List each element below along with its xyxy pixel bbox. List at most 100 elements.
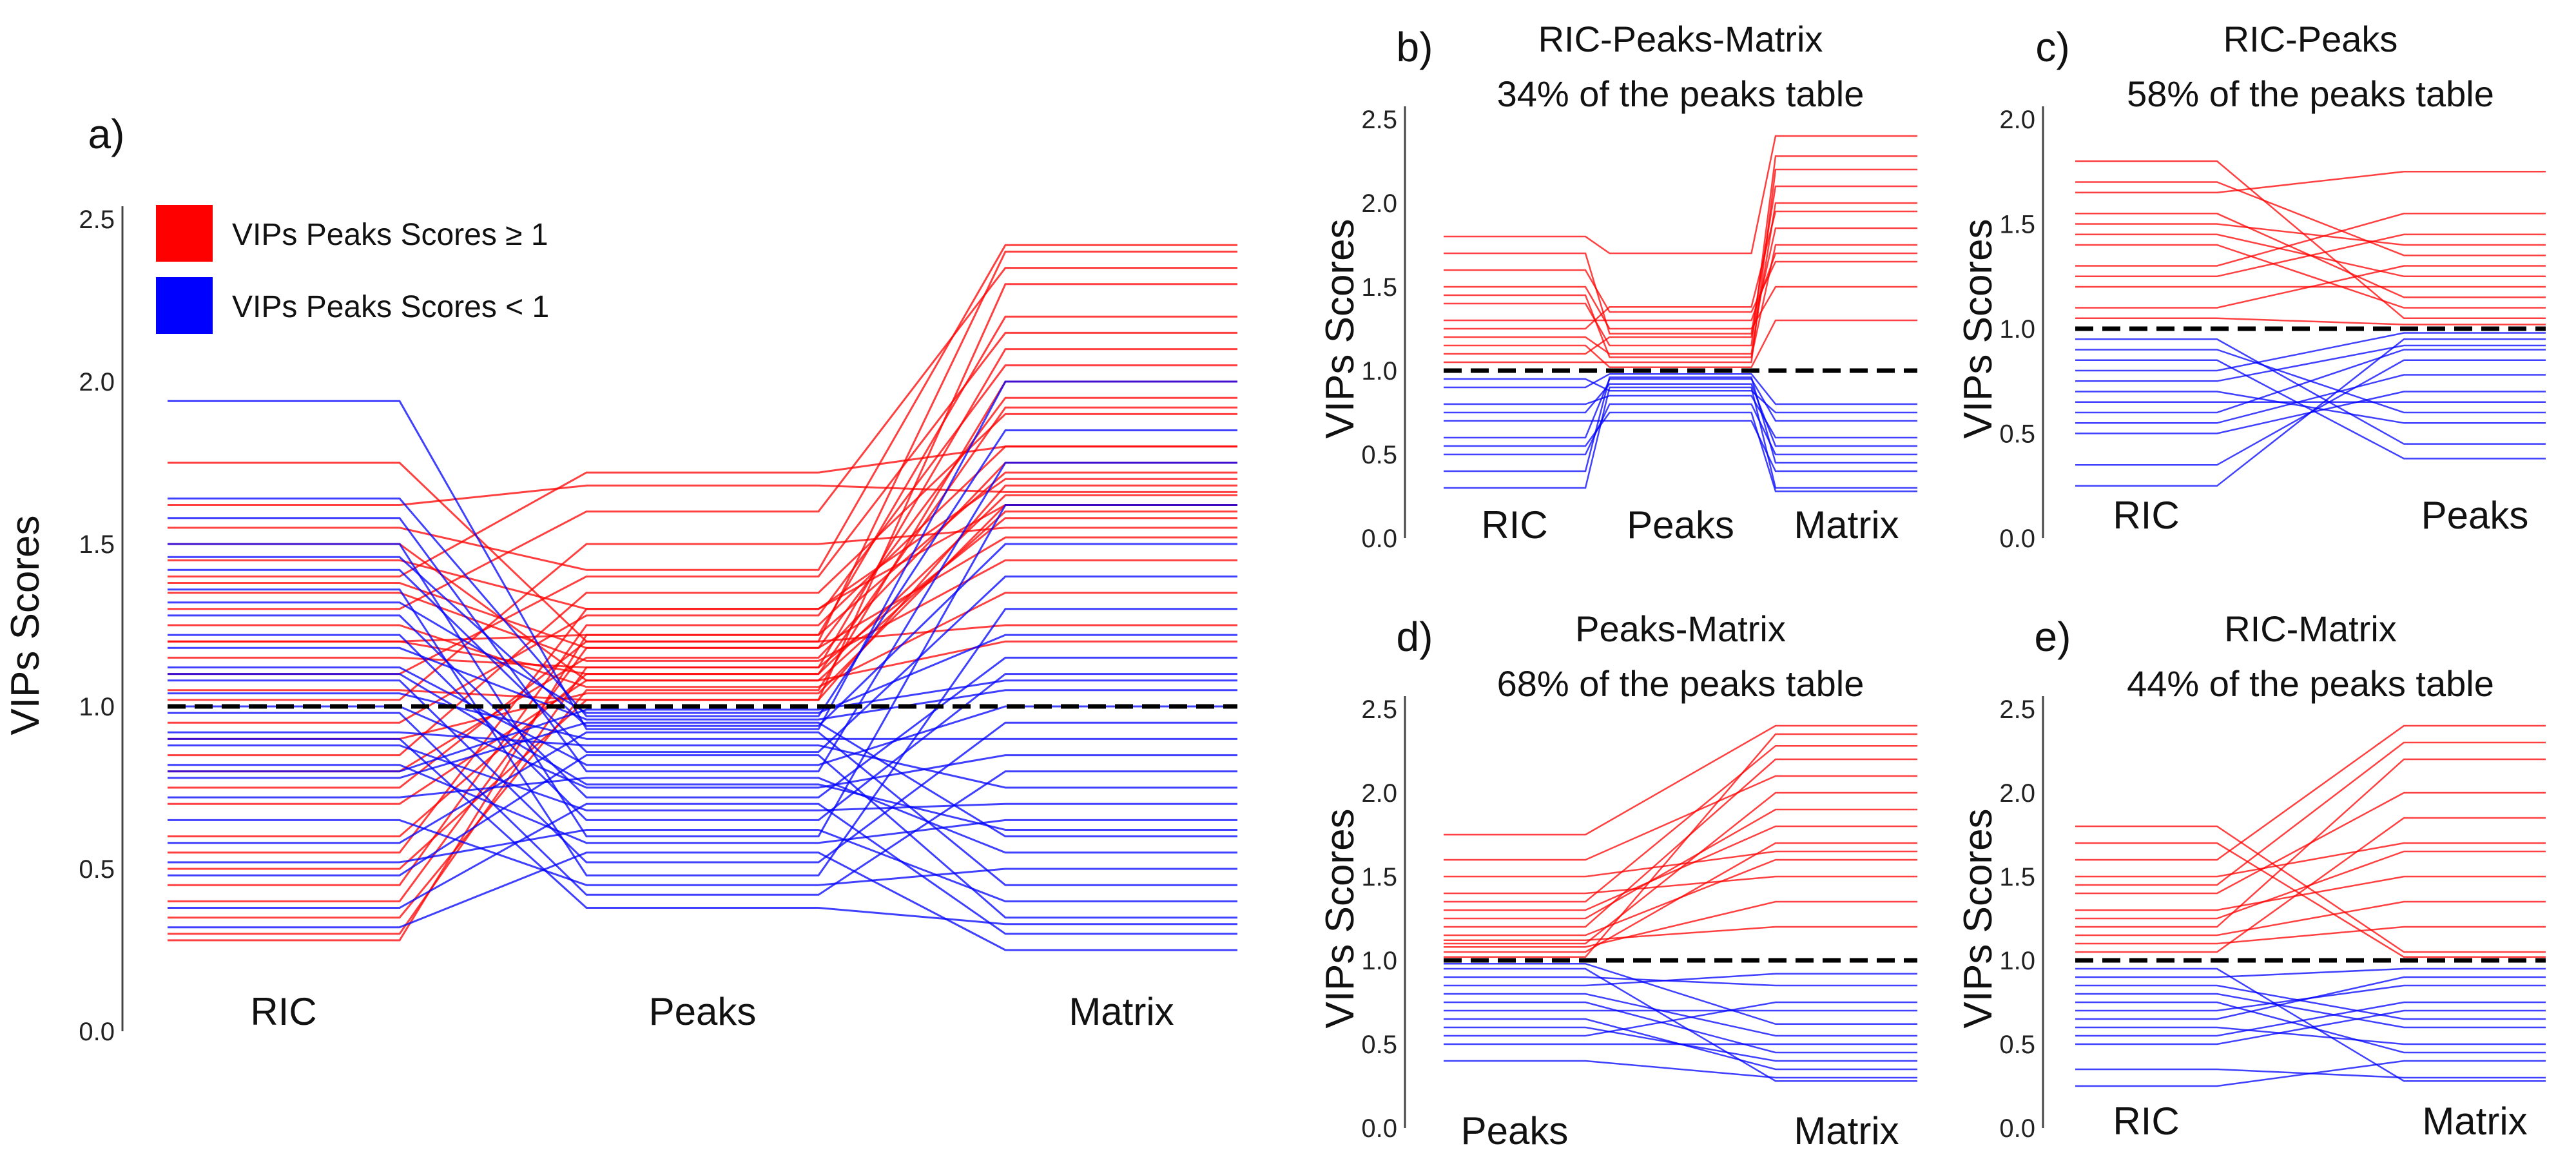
series-line bbox=[168, 406, 1237, 675]
series-line bbox=[1444, 962, 1917, 1025]
y-tick-label: 0.5 bbox=[1361, 1031, 1397, 1059]
series-line bbox=[2075, 244, 2546, 309]
y-axis-title: VIPs Scores bbox=[1318, 808, 1362, 1028]
panel-letter: d) bbox=[1397, 614, 1433, 660]
series-line bbox=[1444, 1001, 1917, 1054]
series-line bbox=[1444, 244, 1917, 358]
panel-a: 0.0 0.5 1.0 1.5 2.0 2.5 VIPs Scores a) RIC Peaks M… bbox=[3, 111, 1237, 1046]
y-tick-label: 1.5 bbox=[1361, 863, 1397, 891]
series-line bbox=[168, 731, 1237, 886]
series-line bbox=[1444, 859, 1917, 937]
series-line bbox=[2075, 984, 2546, 1020]
series-line bbox=[1444, 744, 1917, 903]
y-tick-label: 1.5 bbox=[1999, 863, 2035, 891]
series-line bbox=[168, 731, 1237, 789]
series-line bbox=[1444, 724, 1917, 836]
series-line bbox=[168, 737, 1237, 926]
series-line bbox=[1444, 378, 1917, 414]
series-line bbox=[2075, 850, 2546, 920]
series-line bbox=[1444, 286, 1917, 330]
y-tick-label: 0.0 bbox=[1999, 525, 2035, 553]
category-label: RIC bbox=[2113, 494, 2179, 537]
series-line bbox=[2075, 825, 2546, 953]
series-line bbox=[168, 504, 1237, 740]
series-line bbox=[2075, 391, 2546, 424]
category-label: Peaks bbox=[1461, 1109, 1569, 1152]
y-tick-label: 1.5 bbox=[1361, 273, 1397, 302]
y-tick-label: 0.0 bbox=[1361, 1114, 1397, 1143]
category-label: Matrix bbox=[1069, 990, 1174, 1033]
series-line bbox=[2075, 1026, 2546, 1045]
series-line bbox=[168, 819, 1237, 886]
panel-letter: a) bbox=[88, 111, 125, 157]
y-tick-label: 1.5 bbox=[79, 530, 115, 559]
series-line bbox=[168, 744, 1237, 811]
series-line bbox=[2075, 976, 2546, 1020]
y-axis-title: VIPs Scores bbox=[1956, 218, 2000, 438]
series-line bbox=[168, 829, 1237, 902]
y-tick-label: 1.0 bbox=[79, 693, 115, 721]
series-line bbox=[1444, 1001, 1917, 1037]
series-line bbox=[1444, 210, 1917, 330]
series-line bbox=[2075, 875, 2546, 911]
series-line bbox=[1444, 202, 1917, 355]
panel-letter: b) bbox=[1397, 24, 1433, 70]
panel-b: 0.0 0.5 1.0 1.5 2.0 2.5 VIPs Scores b) RIC-Peaks… bbox=[1318, 19, 1917, 553]
series-line bbox=[168, 614, 1237, 799]
series-line bbox=[2075, 181, 2546, 257]
series-line bbox=[2075, 213, 2546, 267]
series-line bbox=[168, 484, 1237, 701]
series-line bbox=[168, 527, 1237, 701]
series-line bbox=[1444, 758, 1917, 928]
y-tick-label: 0.0 bbox=[1999, 1114, 2035, 1143]
series-line bbox=[1444, 1018, 1917, 1071]
series-line bbox=[2075, 344, 2546, 382]
series-line bbox=[2075, 349, 2546, 414]
series-line bbox=[168, 380, 1237, 730]
series-line bbox=[2075, 171, 2546, 194]
series-line bbox=[168, 679, 1237, 864]
legend-label-high: VIPs Peaks Scores ≥ 1 bbox=[232, 218, 548, 252]
series-line bbox=[168, 764, 1237, 844]
series-line bbox=[168, 802, 1237, 935]
y-tick-label: 0.5 bbox=[79, 855, 115, 884]
panel-subtitle: 68% of the peaks table bbox=[1497, 663, 1864, 704]
y-tick-label: 1.0 bbox=[1999, 947, 2035, 975]
y-axis-title: VIPs Scores bbox=[3, 515, 48, 735]
panel-subtitle: 58% of the peaks table bbox=[2127, 73, 2494, 114]
series-line bbox=[2075, 758, 2546, 928]
series-line bbox=[2075, 391, 2546, 434]
panel-subtitle: 34% of the peaks table bbox=[1497, 73, 1864, 114]
series-line bbox=[168, 536, 1237, 649]
series-line bbox=[2075, 993, 2546, 1029]
series-line bbox=[1444, 227, 1917, 355]
series-line bbox=[1444, 260, 1917, 313]
y-tick-label: 2.0 bbox=[1999, 779, 2035, 808]
panel-title: RIC-Peaks-Matrix bbox=[1538, 19, 1823, 59]
series-line bbox=[2075, 741, 2546, 886]
legend-label-low: VIPs Peaks Scores < 1 bbox=[232, 290, 549, 324]
series-line bbox=[1444, 976, 1917, 987]
y-tick-label: 0.5 bbox=[1999, 1031, 2035, 1059]
series-line bbox=[168, 646, 1237, 721]
series-line bbox=[168, 777, 1237, 854]
series-line bbox=[2075, 900, 2546, 937]
y-tick-label: 2.0 bbox=[1999, 106, 2035, 134]
panel-letter: c) bbox=[2035, 24, 2069, 70]
series-line bbox=[2075, 842, 2546, 958]
series-line bbox=[2075, 223, 2546, 246]
series-line bbox=[168, 267, 1237, 610]
series-line bbox=[2075, 967, 2546, 978]
series-line bbox=[168, 461, 1237, 643]
series-line bbox=[168, 517, 1237, 668]
series-line bbox=[1444, 403, 1917, 456]
series-line bbox=[168, 429, 1237, 717]
series-line bbox=[168, 504, 1237, 838]
y-axis-title: VIPs Scores bbox=[1318, 218, 1362, 438]
series-line bbox=[168, 413, 1237, 757]
panel-subtitle: 44% of the peaks table bbox=[2127, 663, 2494, 704]
series-line bbox=[168, 559, 1237, 662]
series-line bbox=[168, 692, 1237, 740]
y-tick-label: 0.5 bbox=[1361, 441, 1397, 469]
